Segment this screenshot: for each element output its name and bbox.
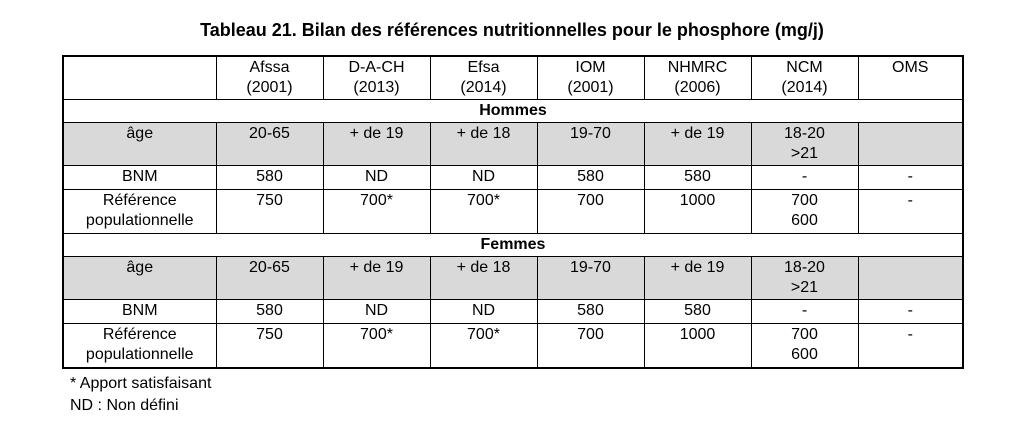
cell: + de 19	[322, 122, 431, 166]
cell: 750	[215, 323, 324, 369]
cell: 19-70	[536, 122, 645, 166]
cell: + de 19	[643, 122, 752, 166]
row-bnm-femmes: BNM 580 ND ND 580 580 - -	[62, 299, 964, 324]
cell: ND	[322, 165, 431, 190]
column-header-afssa: Afssa (2001)	[215, 55, 324, 100]
cell: ND	[429, 299, 538, 324]
section-header-femmes: Femmes	[63, 233, 963, 257]
org-name: IOM	[575, 59, 606, 76]
footnote-asterisk: * Apport satisfaisant	[70, 375, 212, 392]
cell: -	[857, 189, 964, 234]
cell: 18-20 >21	[750, 122, 859, 166]
org-name: Afssa	[249, 59, 290, 76]
cell: ND	[322, 299, 431, 324]
row-reference-femmes: Référence populationnelle 750 700* 700* …	[62, 323, 964, 369]
row-label: Référence populationnelle	[62, 189, 217, 234]
cell: 700*	[322, 323, 431, 369]
cell: 580	[536, 165, 645, 190]
cell: 580	[536, 299, 645, 324]
row-label: BNM	[62, 299, 217, 324]
column-header-dach: D-A-CH (2013)	[322, 55, 431, 100]
phosphorus-reference-table: Afssa (2001) D-A-CH (2013) Efsa (2014) IOM (…	[62, 55, 964, 369]
cell: 580	[643, 165, 752, 190]
cell: 700 600	[750, 323, 859, 369]
org-name: NHMRC	[667, 59, 728, 76]
cell: 580	[215, 299, 324, 324]
cell: 1000	[643, 189, 752, 234]
org-year: (2013)	[353, 79, 400, 96]
cell: + de 18	[429, 256, 538, 300]
table-title: Tableau 21. Bilan des références nutriti…	[200, 20, 824, 40]
cell: ND	[429, 165, 538, 190]
section-label: Femmes	[63, 233, 963, 257]
org-year: (2001)	[246, 79, 293, 96]
org-year: (2001)	[567, 79, 614, 96]
cell: -	[750, 299, 859, 324]
section-label: Hommes	[63, 99, 963, 123]
cell: -	[857, 323, 964, 369]
cell: 700	[536, 189, 645, 234]
cell: 580	[215, 165, 324, 190]
row-bnm-hommes: BNM 580 ND ND 580 580 - -	[62, 165, 964, 190]
org-year: (2006)	[674, 79, 721, 96]
column-header-iom: IOM (2001)	[536, 55, 645, 100]
cell: -	[857, 299, 964, 324]
cell	[857, 122, 964, 166]
org-year: (2014)	[781, 79, 828, 96]
cell: + de 19	[643, 256, 752, 300]
row-label: âge	[62, 256, 217, 300]
cell: 700*	[429, 323, 538, 369]
corner-cell	[62, 55, 217, 100]
cell: 1000	[643, 323, 752, 369]
cell: 20-65	[215, 122, 324, 166]
row-age-hommes: âge 20-65 + de 19 + de 18 19-70 + de 19 …	[62, 122, 964, 166]
cell: 19-70	[536, 256, 645, 300]
row-label: âge	[62, 122, 217, 166]
row-label: Référence populationnelle	[62, 323, 217, 369]
org-name: OMS	[892, 59, 929, 76]
column-header-ncm: NCM (2014)	[750, 55, 859, 100]
org-name: D-A-CH	[348, 59, 405, 76]
column-header-efsa: Efsa (2014)	[429, 55, 538, 100]
header-row: Afssa (2001) D-A-CH (2013) Efsa (2014) IOM (…	[62, 55, 964, 100]
column-header-nhmrc: NHMRC (2006)	[643, 55, 752, 100]
cell	[857, 256, 964, 300]
column-header-oms: OMS	[857, 55, 964, 100]
row-label: BNM	[62, 165, 217, 190]
org-name: NCM	[786, 59, 823, 76]
cell: 750	[215, 189, 324, 234]
cell: + de 18	[429, 122, 538, 166]
cell: + de 19	[322, 256, 431, 300]
cell: 580	[643, 299, 752, 324]
section-header-hommes: Hommes	[63, 99, 963, 123]
cell: -	[857, 165, 964, 190]
cell: 18-20 >21	[750, 256, 859, 300]
footnote-nd: ND : Non défini	[70, 397, 179, 414]
row-reference-hommes: Référence populationnelle 750 700* 700* …	[62, 189, 964, 234]
cell: 700	[536, 323, 645, 369]
cell: 700*	[429, 189, 538, 234]
row-age-femmes: âge 20-65 + de 19 + de 18 19-70 + de 19 …	[62, 256, 964, 300]
cell: 700 600	[750, 189, 859, 234]
cell: 20-65	[215, 256, 324, 300]
cell: 700*	[322, 189, 431, 234]
org-year: (2014)	[460, 79, 507, 96]
org-name: Efsa	[467, 59, 500, 76]
cell: -	[750, 165, 859, 190]
footnotes: * Apport satisfaisant ND : Non défini	[70, 373, 211, 417]
